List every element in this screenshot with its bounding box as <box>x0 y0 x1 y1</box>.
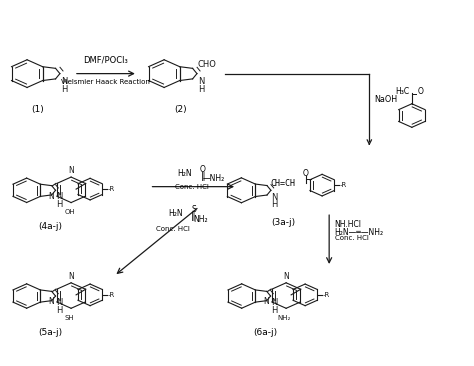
Text: N: N <box>48 192 55 201</box>
Text: (3a-j): (3a-j) <box>271 218 295 227</box>
Text: H: H <box>56 306 62 314</box>
Text: O: O <box>417 87 423 97</box>
Text: N: N <box>61 77 67 86</box>
Text: O: O <box>200 165 206 174</box>
Text: N: N <box>271 298 277 307</box>
Text: (5a-j): (5a-j) <box>38 328 62 337</box>
Text: O: O <box>303 169 309 178</box>
Text: N: N <box>68 166 74 175</box>
Text: H₃C: H₃C <box>395 87 410 96</box>
Text: (2): (2) <box>174 105 187 115</box>
Text: DMF/POCl₃: DMF/POCl₃ <box>83 56 128 64</box>
Text: NH₂: NH₂ <box>278 315 291 321</box>
Text: CHO: CHO <box>198 60 217 69</box>
Text: N: N <box>271 193 278 202</box>
Text: H: H <box>61 85 67 94</box>
Text: -R: -R <box>108 186 115 192</box>
Text: N: N <box>198 77 204 86</box>
Text: Vielsmier Haack Reaction: Vielsmier Haack Reaction <box>61 79 150 85</box>
Text: S: S <box>191 205 196 214</box>
Text: Conc. HCl: Conc. HCl <box>156 226 190 232</box>
Text: H: H <box>271 200 278 209</box>
Text: H₂N: H₂N <box>177 169 192 178</box>
Text: H: H <box>198 85 204 94</box>
Text: N: N <box>56 298 62 307</box>
Text: H₂N—═—NH₂: H₂N—═—NH₂ <box>335 228 383 237</box>
Text: ‖: ‖ <box>201 172 205 181</box>
Text: N: N <box>48 298 55 306</box>
Text: Conc. HCl: Conc. HCl <box>335 235 368 242</box>
Text: N: N <box>56 193 62 202</box>
Text: N: N <box>264 298 269 306</box>
Text: (4a-j): (4a-j) <box>38 222 62 231</box>
Text: SH: SH <box>64 315 74 321</box>
Text: ‖: ‖ <box>191 212 196 221</box>
Text: NH.HCl: NH.HCl <box>335 220 362 229</box>
Text: -R: -R <box>323 292 330 298</box>
Text: CH=CH: CH=CH <box>271 179 296 188</box>
Text: —NH₂: —NH₂ <box>203 174 225 183</box>
Text: OH: OH <box>64 209 75 215</box>
Text: NaOH: NaOH <box>374 95 397 104</box>
Text: H₂N: H₂N <box>168 209 182 219</box>
Text: Conc. HCl: Conc. HCl <box>175 184 209 190</box>
Text: NH₂: NH₂ <box>193 214 208 224</box>
Text: N: N <box>68 272 74 281</box>
Text: -R: -R <box>340 182 347 188</box>
Text: H: H <box>56 200 62 209</box>
Text: H: H <box>271 306 277 314</box>
Text: N: N <box>283 272 289 281</box>
Text: (1): (1) <box>31 105 44 115</box>
Text: -R: -R <box>108 292 115 298</box>
Text: (6a-j): (6a-j) <box>253 328 277 337</box>
